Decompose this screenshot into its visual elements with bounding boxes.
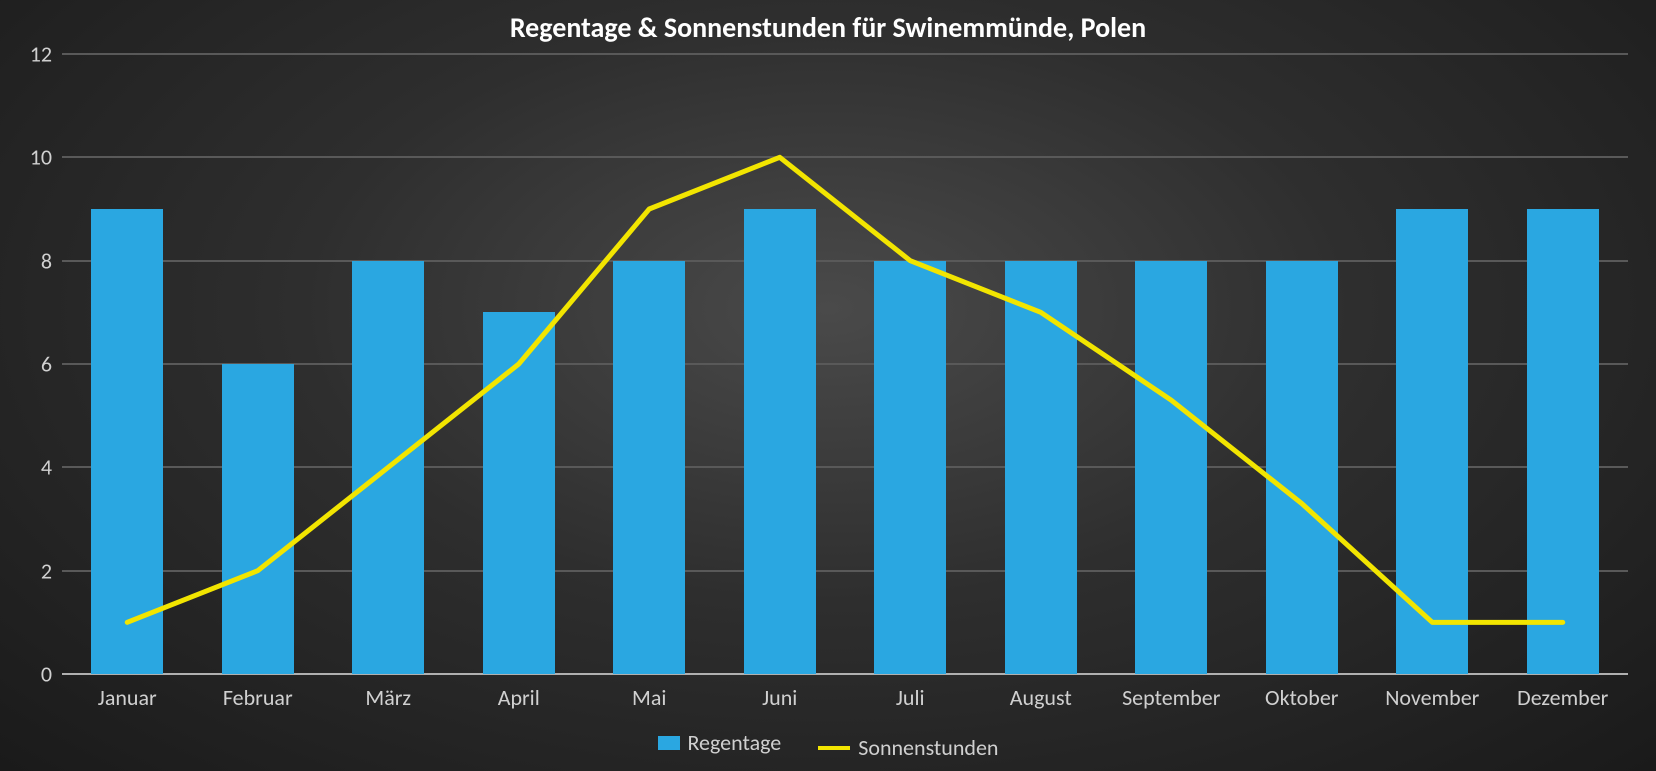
line-series	[62, 54, 1628, 674]
y-tick-label: 8	[12, 247, 52, 274]
legend: Regentage Sonnenstunden	[0, 729, 1656, 762]
x-tick-label: Juni	[762, 684, 797, 711]
x-tick-label: September	[1122, 684, 1220, 711]
legend-label: Sonnenstunden	[858, 734, 998, 761]
y-tick-label: 4	[12, 454, 52, 481]
y-tick-label: 2	[12, 557, 52, 584]
legend-item-sonnenstunden: Sonnenstunden	[818, 734, 998, 761]
legend-label: Regentage	[688, 729, 782, 756]
y-tick-label: 12	[12, 41, 52, 68]
x-tick-label: Januar	[98, 684, 157, 711]
legend-item-regentage: Regentage	[658, 729, 782, 756]
x-tick-label: Oktober	[1265, 684, 1338, 711]
x-tick-label: Februar	[223, 684, 293, 711]
x-tick-label: August	[1010, 684, 1072, 711]
x-tick-label: April	[498, 684, 540, 711]
legend-swatch-bar	[658, 736, 680, 750]
x-tick-label: Mai	[632, 684, 666, 711]
y-tick-label: 0	[12, 661, 52, 688]
plot-area: 024681012JanuarFebruarMärzAprilMaiJuniJu…	[62, 54, 1628, 674]
x-tick-label: Juli	[896, 684, 925, 711]
x-tick-label: November	[1385, 684, 1479, 711]
legend-swatch-line	[818, 746, 850, 750]
x-tick-label: Dezember	[1517, 684, 1608, 711]
y-tick-label: 6	[12, 351, 52, 378]
y-tick-label: 10	[12, 144, 52, 171]
x-tick-label: März	[365, 684, 411, 711]
chart-title: Regentage & Sonnenstunden für Swinemmünd…	[0, 10, 1656, 45]
